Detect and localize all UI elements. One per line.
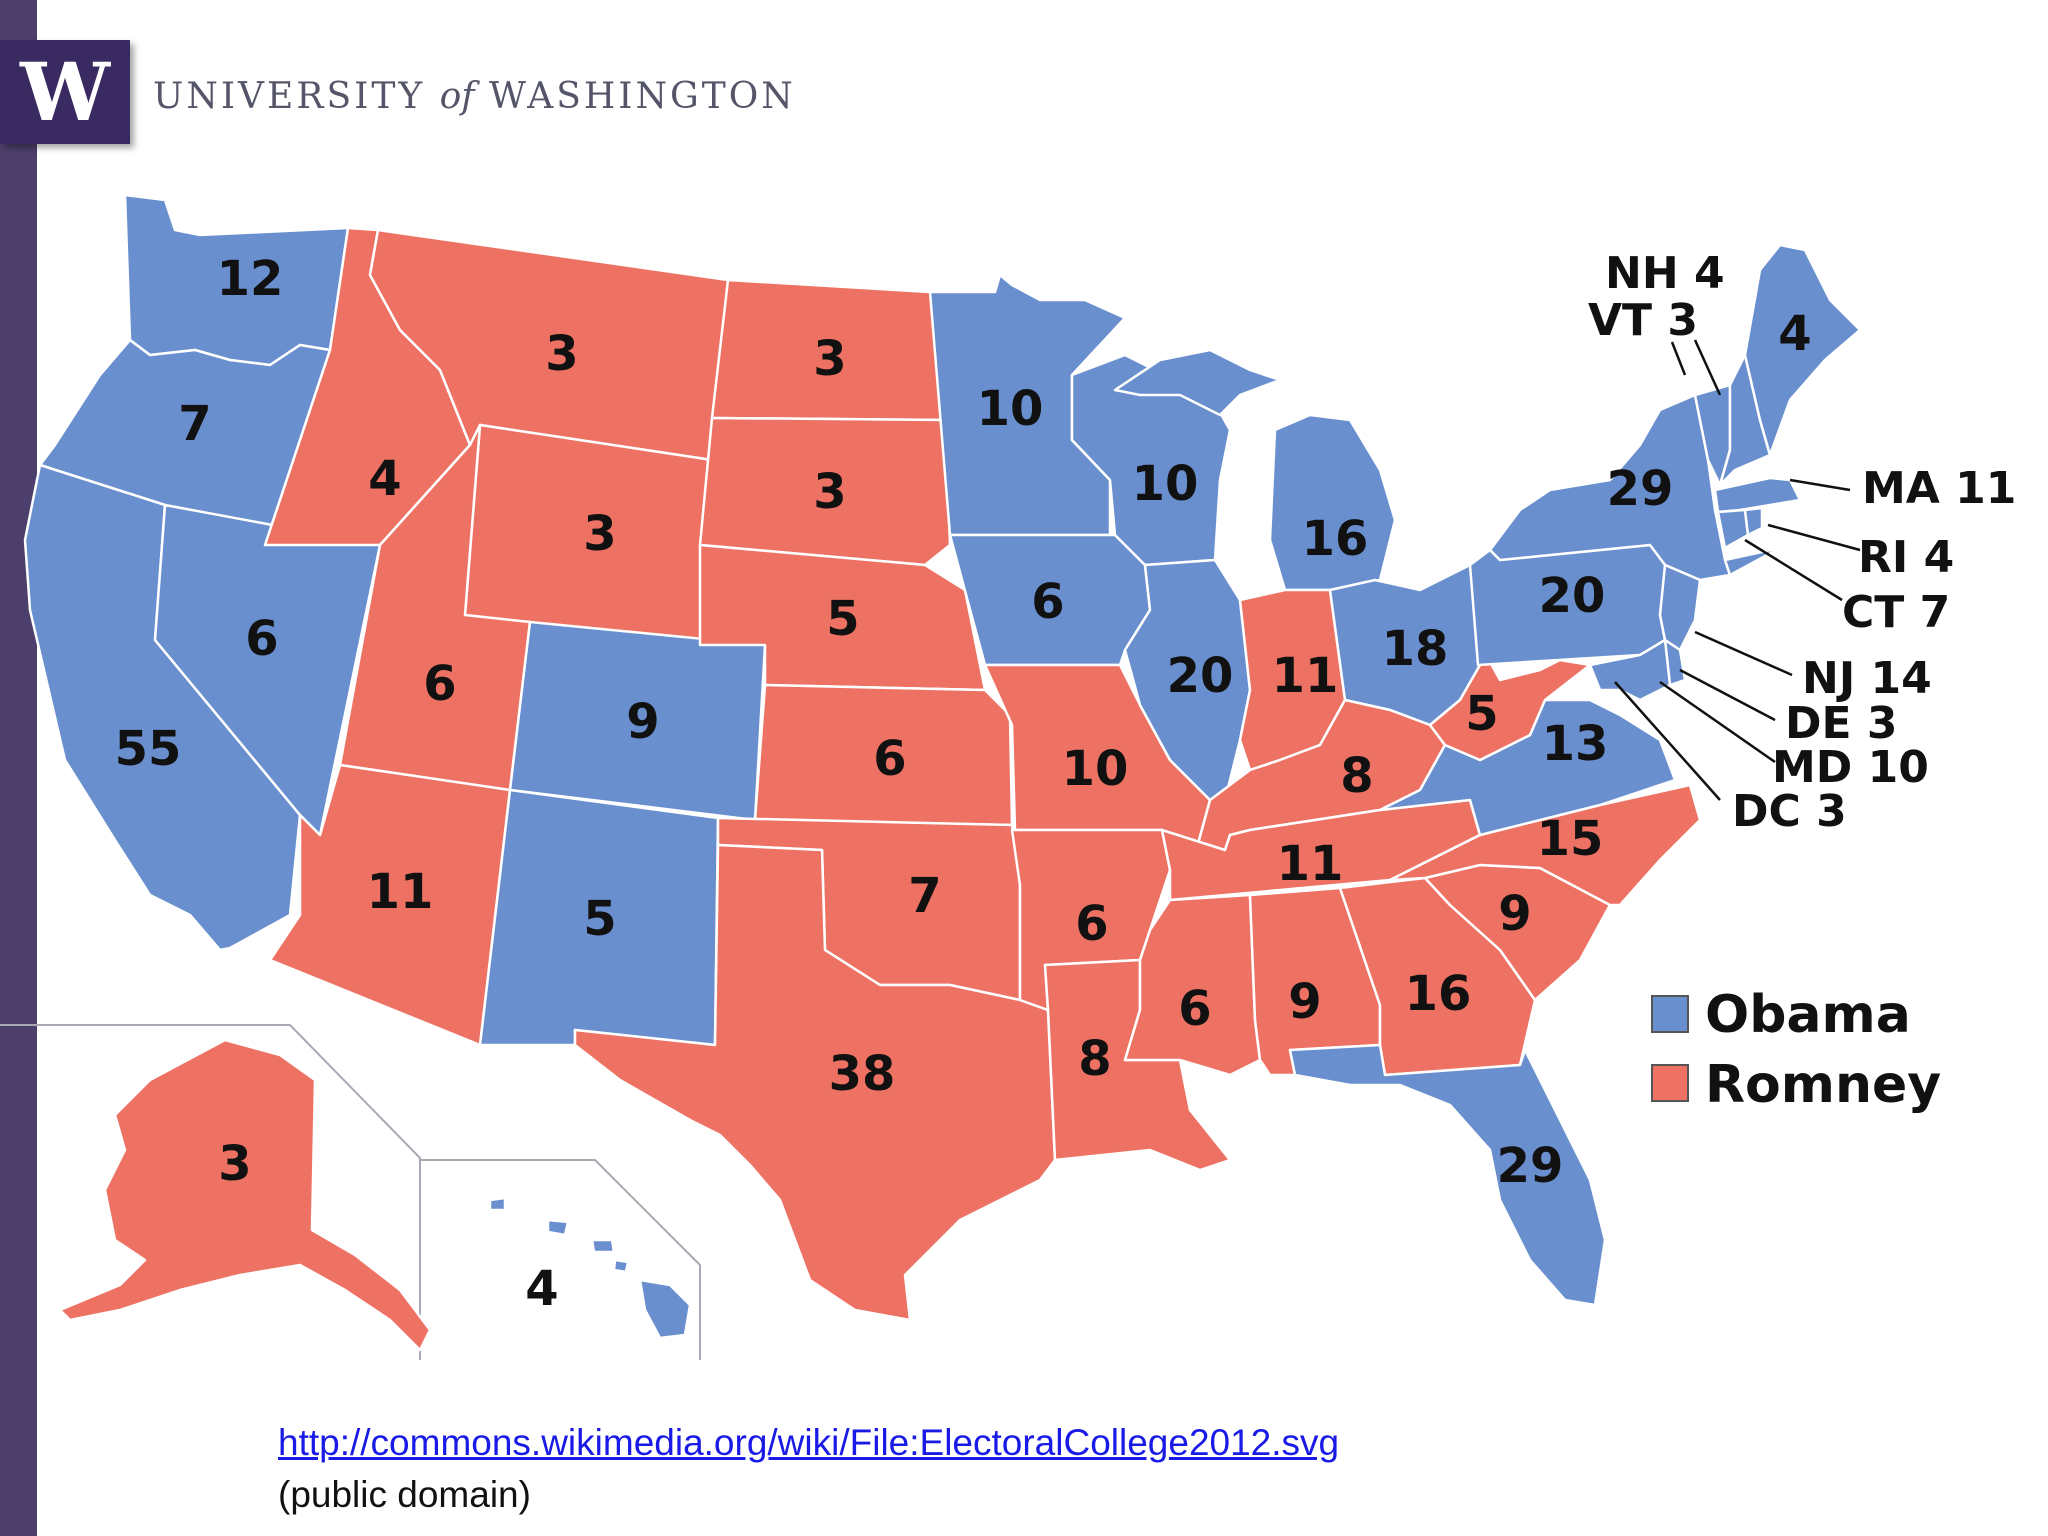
state-md [1588, 638, 1672, 702]
label-hi: 4 [525, 1261, 558, 1317]
source-note: (public domain) [278, 1474, 531, 1515]
state-ny [1488, 393, 1732, 582]
state-ma [1713, 476, 1802, 514]
state-sd [698, 416, 952, 567]
legend-swatch-obama [1651, 995, 1689, 1033]
source-link[interactable]: http://commons.wikimedia.org/wiki/File:E… [278, 1422, 1340, 1463]
label-mi: 16 [1302, 511, 1369, 567]
label-va: 13 [1542, 716, 1609, 772]
state-ri [1743, 506, 1764, 537]
label-nj: NJ 14 [1802, 653, 1932, 704]
university-name-of: of [439, 76, 475, 117]
label-ga: 16 [1405, 966, 1472, 1022]
label-ut: 6 [423, 656, 456, 712]
university-name: UNIVERSITY of WASHINGTON [153, 76, 796, 117]
label-me: 4 [1778, 306, 1811, 362]
inset-border [420, 1159, 701, 1360]
label-wa: 12 [217, 251, 284, 307]
state-mi [1268, 413, 1397, 592]
label-ak: 3 [218, 1136, 251, 1192]
label-ca: 55 [115, 721, 182, 777]
label-oh: 18 [1382, 621, 1449, 677]
state-mi-up [1113, 348, 1282, 417]
label-ms: 6 [1178, 981, 1211, 1037]
inset-border [0, 1024, 421, 1360]
label-co: 9 [626, 694, 659, 750]
label-pa: 20 [1539, 568, 1606, 624]
label-il: 20 [1167, 648, 1234, 704]
legend-label-romney: Romney [1705, 1055, 1941, 1115]
label-wy: 3 [583, 506, 616, 562]
label-ny: 29 [1607, 461, 1674, 517]
state-hi [488, 1196, 692, 1340]
label-al: 9 [1288, 974, 1321, 1030]
label-nc: 15 [1537, 811, 1604, 867]
legend-label-obama: Obama [1705, 985, 1911, 1045]
state-me [1743, 243, 1862, 457]
label-tn: 11 [1277, 836, 1344, 892]
state-nj [1658, 563, 1702, 652]
label-ma: MA 11 [1862, 463, 2016, 514]
state-la [1043, 958, 1232, 1172]
label-in: 11 [1272, 648, 1339, 704]
label-de: DE 3 [1785, 698, 1898, 749]
label-id: 4 [368, 451, 401, 507]
sidebar-stripe [0, 0, 37, 1536]
label-wv: 5 [1465, 686, 1498, 742]
label-mt: 3 [545, 326, 578, 382]
electoral-map: 12 7 55 6 4 3 3 6 9 11 5 3 3 5 6 7 38 10… [0, 193, 2016, 1360]
state-tx [573, 843, 1057, 1322]
label-mo: 10 [1062, 741, 1129, 797]
label-sd: 3 [813, 464, 846, 520]
state-ks [753, 683, 1014, 827]
university-name-part: UNIVERSITY [153, 76, 426, 117]
label-dc: DC 3 [1732, 786, 1847, 837]
label-ok: 7 [908, 868, 941, 924]
label-nm: 5 [583, 891, 616, 947]
label-wi: 10 [1132, 456, 1199, 512]
label-nd: 3 [813, 331, 846, 387]
label-nh: NH 4 [1605, 248, 1725, 299]
label-fl: 29 [1497, 1138, 1564, 1194]
label-ne: 5 [826, 591, 859, 647]
label-nv: 6 [245, 611, 278, 667]
university-name-part: WASHINGTON [489, 76, 796, 117]
label-vt: VT 3 [1588, 295, 1698, 346]
state-fl [1288, 1043, 1607, 1307]
map-legend: Obama Romney [1651, 985, 1941, 1115]
label-ri: RI 4 [1858, 532, 1954, 583]
label-tx: 38 [829, 1046, 896, 1102]
state-ak [58, 1038, 432, 1352]
label-mn: 10 [977, 381, 1044, 437]
label-la: 8 [1078, 1031, 1111, 1087]
label-sc: 9 [1498, 886, 1531, 942]
label-ia: 6 [1031, 574, 1064, 630]
label-ar: 6 [1075, 896, 1108, 952]
label-ky: 8 [1340, 748, 1373, 804]
label-ks: 6 [873, 731, 906, 787]
label-md: MD 10 [1772, 742, 1929, 793]
label-or: 7 [178, 396, 211, 452]
uw-logo [0, 40, 130, 144]
legend-swatch-romney [1651, 1064, 1689, 1102]
label-az: 11 [367, 864, 434, 920]
label-ct: CT 7 [1842, 587, 1950, 638]
state-li [1723, 546, 1782, 577]
uw-logo-letter: W [20, 45, 110, 139]
